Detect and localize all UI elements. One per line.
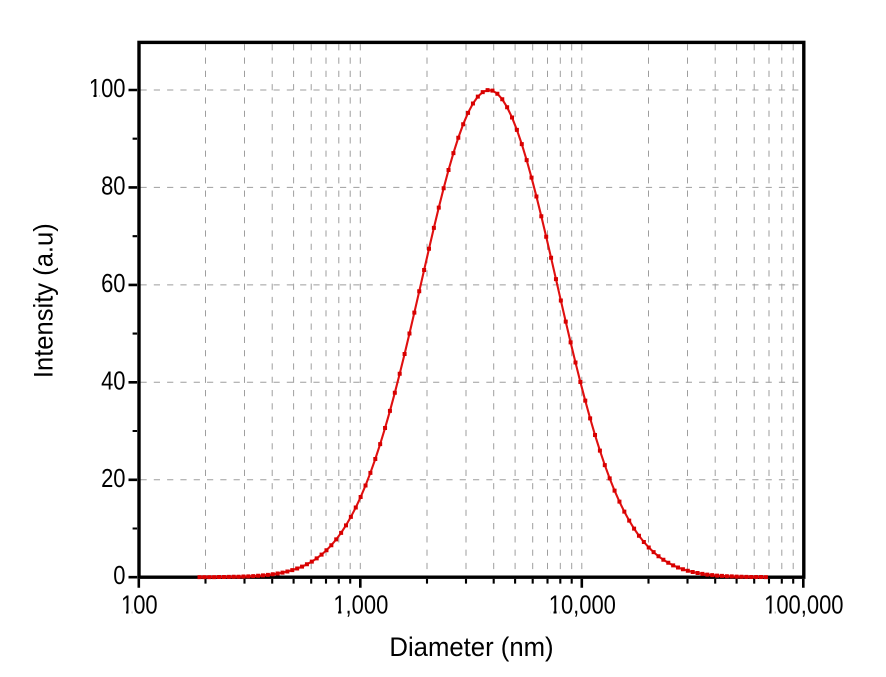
svg-text:Intensity (a.u): Intensity (a.u) — [28, 223, 59, 378]
svg-text:1,000: 1,000 — [333, 591, 388, 620]
svg-text:100: 100 — [121, 591, 158, 620]
svg-text:80: 80 — [101, 172, 125, 201]
svg-text:100,000: 100,000 — [764, 591, 843, 620]
svg-text:100: 100 — [89, 74, 126, 103]
svg-text:Diameter (nm): Diameter (nm) — [389, 632, 553, 662]
svg-text:60: 60 — [101, 269, 125, 298]
svg-text:20: 20 — [101, 464, 125, 493]
svg-text:10,000: 10,000 — [549, 591, 616, 620]
svg-text:40: 40 — [101, 367, 125, 396]
svg-text:0: 0 — [113, 562, 125, 591]
